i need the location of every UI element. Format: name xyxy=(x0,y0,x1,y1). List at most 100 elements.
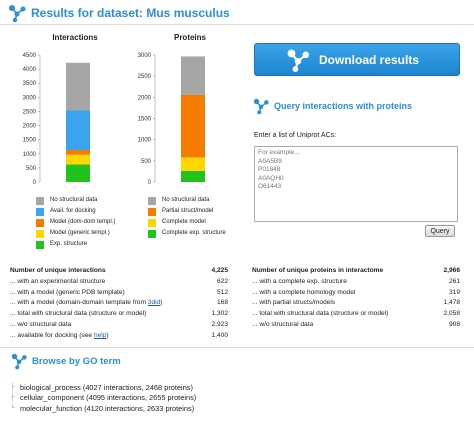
stats-row: ... with a complete exp. structure 261 xyxy=(252,276,460,287)
stats-row-label: ... with a complete homology model xyxy=(252,288,356,296)
legend-swatch xyxy=(36,240,44,249)
query-title: Query interactions with proteins xyxy=(274,101,413,111)
stats-row-value: 2,058 xyxy=(443,310,460,318)
y-tick-label: 500 xyxy=(26,166,37,172)
bar-segment xyxy=(66,110,90,150)
bar-segment xyxy=(66,164,90,182)
query-header: Query interactions with proteins xyxy=(252,96,412,116)
proteins-chart: 0 500 1000 1500 2000 2500 3000 xyxy=(138,53,205,186)
y-tick-label: 2500 xyxy=(23,109,37,115)
legend-label: Complete exp. structure xyxy=(162,230,226,236)
bar-segment xyxy=(66,149,90,155)
stats-row: ... w/o structural data 2,923 xyxy=(10,319,228,330)
y-tick-label: 1000 xyxy=(138,138,152,144)
3did-link[interactable]: 3did xyxy=(147,299,161,307)
network-icon xyxy=(9,5,26,23)
legend-item: No structural data xyxy=(36,195,146,206)
stats-row: ... w/o structural data 908 xyxy=(252,319,460,330)
network-icon xyxy=(11,353,27,370)
legend-item: No structural data xyxy=(148,195,258,206)
interactions-stats: Number of unique interactions 4,225 ... wi… xyxy=(10,265,228,341)
stats-row-value: 319 xyxy=(448,288,460,296)
stats-header: Number of unique interactions 4,225 xyxy=(10,265,228,276)
proteins-stats: Number of unique proteins in interactome… xyxy=(252,265,460,330)
tree-connector-icon: ├ xyxy=(10,383,15,391)
interactions-chart-title: Interactions xyxy=(52,33,98,42)
stats-row-value: 1,302 xyxy=(211,310,228,318)
y-tick-label: 4500 xyxy=(23,53,37,59)
stats-header: Number of unique proteins in interactome… xyxy=(252,265,460,276)
go-term-item[interactable]: └ molecular_function (4120 interactions, … xyxy=(10,403,214,414)
stats-row-label: ... total with structural data (structur… xyxy=(252,310,389,318)
interactions-chart: 0 500 1000 1500 2000 2500 3000 3500 4000 4500 xyxy=(23,53,90,186)
uniprot-ac-input[interactable] xyxy=(254,146,458,222)
stats-row-label: ... with a model (domain-domain template… xyxy=(10,299,163,307)
help-link[interactable]: help xyxy=(93,331,107,339)
uniprot-ac-label: Enter a list of Uniprot ACs: xyxy=(254,132,337,139)
y-tick-label: 4000 xyxy=(23,67,37,73)
stats-row-label: ... with a complete exp. structure xyxy=(252,277,347,285)
stats-row-value: 512 xyxy=(216,288,228,296)
go-term-item[interactable]: ├ biological_process (4027 interactions, … xyxy=(10,382,214,393)
stats-row: ... with a complete homology model 319 xyxy=(252,287,460,298)
legend-item: Partial struct/model xyxy=(148,206,258,217)
y-tick-label: 3000 xyxy=(138,53,152,59)
proteins-legend: No structural data Partial struct/model Co… xyxy=(148,195,258,239)
go-title: Browse by GO term xyxy=(32,355,121,367)
divider xyxy=(0,347,474,348)
legend-item: Complete exp. structure xyxy=(148,228,258,239)
y-tick-label: 1000 xyxy=(23,152,37,158)
legend-swatch xyxy=(148,218,156,227)
download-results-button[interactable]: Download results xyxy=(254,43,460,76)
network-icon xyxy=(253,98,269,115)
go-term-item[interactable]: ├ cellular_component (4095 interactions, … xyxy=(10,393,214,404)
bar-segment xyxy=(66,154,90,165)
stats-row-label: ... w/o structural data xyxy=(252,321,314,329)
stats-row-value: 622 xyxy=(216,277,228,285)
y-tick-label: 0 xyxy=(33,180,37,186)
page-header: Results for dataset: Mus musculus xyxy=(7,3,230,23)
legend-item: Model (generic templ.) xyxy=(36,228,146,239)
stats-title: Number of unique proteins in interactome xyxy=(252,267,384,274)
legend-label: Avail. for docking xyxy=(50,208,96,214)
legend-label: Complete model xyxy=(162,219,206,225)
legend-item: Exp. structure xyxy=(36,239,146,250)
y-tick-label: 3000 xyxy=(23,95,37,101)
stats-row: ... available for docking (see help) 1,40… xyxy=(10,330,228,341)
y-tick-label: 2000 xyxy=(138,95,152,101)
stats-row-value: 908 xyxy=(448,321,460,329)
legend-swatch xyxy=(36,196,44,205)
stats-row: ... with a model (generic PDB template) 5… xyxy=(10,287,228,298)
legend-label: Exp. structure xyxy=(50,241,88,247)
y-tick-label: 3500 xyxy=(23,81,37,87)
go-term-list: ├ biological_process (4027 interactions, … xyxy=(10,382,214,414)
stats-row: ... with a model (domain-domain template… xyxy=(10,298,228,309)
tree-connector-icon: ├ xyxy=(10,394,15,402)
y-tick-label: 0 xyxy=(148,180,152,186)
stats-total: 2,966 xyxy=(443,267,460,274)
stats-row-label: ... w/o structural data xyxy=(10,321,72,329)
stats-row: ... total with structural data (structur… xyxy=(10,308,228,319)
legend-label: No structural data xyxy=(50,197,98,203)
page-title: Results for dataset: Mus musculus xyxy=(31,6,230,20)
divider xyxy=(0,24,474,25)
go-term-label: biological_process (4027 interactions, 2… xyxy=(20,382,193,392)
legend-item: Model (dom-dom templ.) xyxy=(36,217,146,228)
legend-swatch xyxy=(36,207,44,216)
legend-swatch xyxy=(36,218,44,227)
go-header: Browse by GO term xyxy=(10,351,121,371)
stats-row-value: 261 xyxy=(448,277,460,285)
download-results-label: Download results xyxy=(319,52,420,67)
query-button[interactable]: Query xyxy=(425,225,455,237)
stats-title: Number of unique interactions xyxy=(10,267,106,274)
stats-row-label: ... total with structural data (structur… xyxy=(10,310,147,318)
y-tick-label: 2500 xyxy=(138,74,152,80)
go-term-label: molecular_function (4120 interactions, 2… xyxy=(20,403,195,413)
legend-swatch xyxy=(148,229,156,238)
stats-row-value: 168 xyxy=(216,299,228,307)
bar-segment xyxy=(66,62,90,111)
proteins-chart-title: Proteins xyxy=(173,33,206,42)
tree-connector-icon: └ xyxy=(10,404,15,412)
bar-segment xyxy=(181,157,205,171)
bar-segment xyxy=(181,170,205,182)
